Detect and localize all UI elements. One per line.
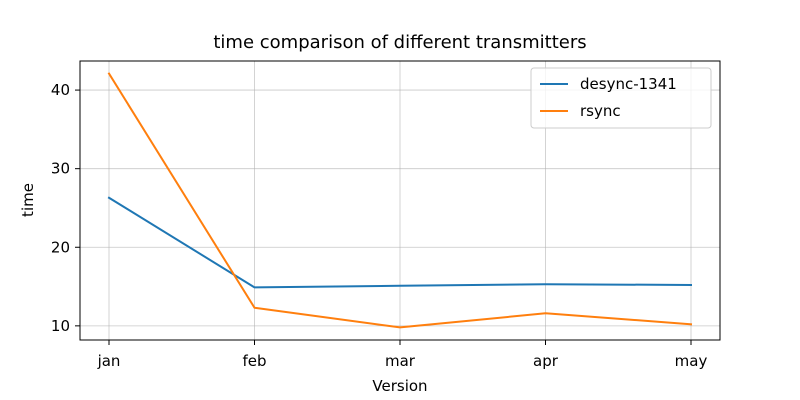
- x-tick-label: mar: [385, 352, 416, 370]
- y-tick-label: 30: [51, 160, 70, 178]
- legend: desync-1341 rsync: [530, 67, 712, 129]
- legend-box: [530, 67, 712, 129]
- chart-title: time comparison of different transmitter…: [213, 32, 586, 53]
- x-tick-label: apr: [533, 352, 559, 370]
- legend-label: rsync: [580, 102, 621, 120]
- x-axis-ticks: jan feb mar apr may: [97, 340, 708, 370]
- x-tick-label: may: [675, 352, 708, 370]
- x-axis-label: Version: [372, 377, 427, 395]
- y-axis-ticks: 10 20 30 40: [51, 81, 80, 335]
- y-axis-label: time: [19, 183, 37, 217]
- legend-label: desync-1341: [580, 75, 677, 93]
- x-tick-label: jan: [97, 352, 121, 370]
- y-tick-label: 40: [51, 81, 70, 99]
- x-tick-label: feb: [242, 352, 266, 370]
- series-lines: [107, 72, 693, 329]
- y-tick-label: 10: [51, 317, 70, 335]
- y-tick-label: 20: [51, 238, 70, 256]
